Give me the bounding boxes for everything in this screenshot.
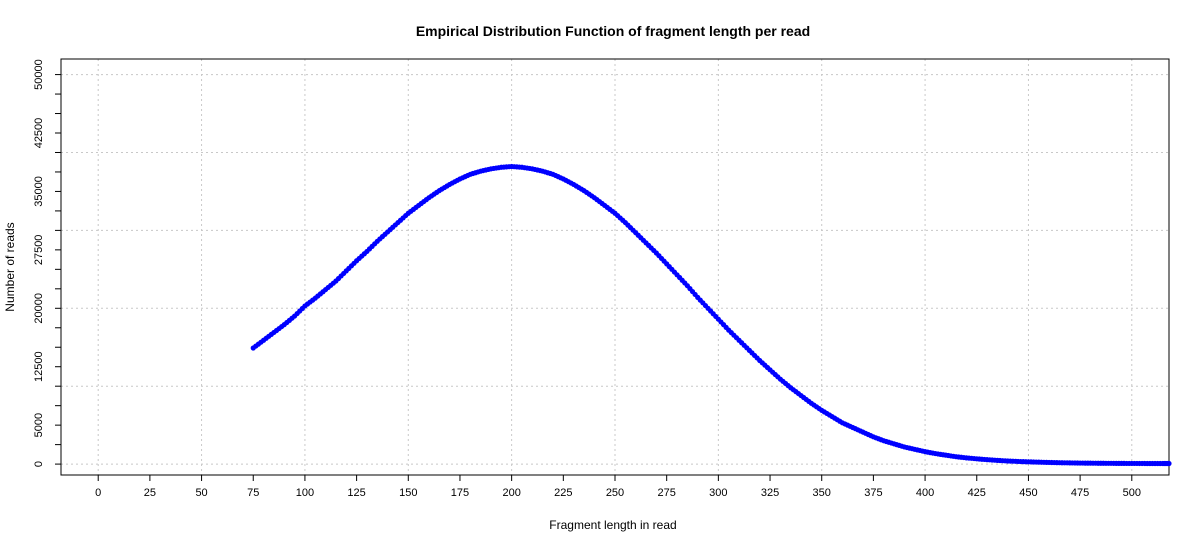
y-tick-label: 12500: [33, 351, 45, 382]
x-tick-label: 425: [968, 487, 986, 499]
x-tick-label: 0: [95, 487, 101, 499]
y-tick-label: 35000: [33, 176, 45, 207]
x-tick-label: 200: [502, 487, 520, 499]
x-tick-label: 150: [399, 487, 417, 499]
x-tick-label: 100: [296, 487, 314, 499]
y-tick-label: 5000: [33, 413, 45, 437]
x-tick-label: 300: [709, 487, 727, 499]
x-tick-label: 75: [247, 487, 259, 499]
data-point: [1166, 460, 1172, 467]
y-axis: 0 5000 12500 20000 27500 35000 42500 50000: [33, 59, 61, 467]
x-tick-label: 325: [761, 487, 779, 499]
x-tick-label: 225: [554, 487, 572, 499]
x-tick-label: 25: [144, 487, 156, 499]
x-tick-label: 175: [451, 487, 469, 499]
data-points: [250, 163, 1172, 467]
grid: [61, 59, 1169, 475]
x-tick-label: 400: [916, 487, 934, 499]
x-tick-label: 250: [606, 487, 624, 499]
y-axis-label: Number of reads: [3, 222, 17, 311]
y-tick-label: 50000: [33, 59, 45, 90]
x-tick-label: 275: [657, 487, 675, 499]
x-tick-label: 450: [1019, 487, 1037, 499]
x-tick-label: 500: [1123, 487, 1141, 499]
y-tick-label: 42500: [33, 118, 45, 149]
chart-title: Empirical Distribution Function of fragm…: [416, 23, 810, 39]
x-tick-label: 475: [1071, 487, 1089, 499]
x-tick-label: 125: [347, 487, 365, 499]
x-axis-label: Fragment length in read: [549, 518, 676, 532]
x-axis: 0 25 50 75 100 125 150 175 200 225 250 275 300 325 350…: [95, 475, 1141, 499]
plot-frame: [60, 58, 1170, 476]
y-tick-label: 20000: [33, 293, 45, 324]
x-tick-label: 50: [195, 487, 207, 499]
x-tick-label: 350: [813, 487, 831, 499]
y-tick-label: 27500: [33, 235, 45, 266]
y-tick-label: 0: [33, 461, 45, 467]
x-tick-label: 375: [864, 487, 882, 499]
